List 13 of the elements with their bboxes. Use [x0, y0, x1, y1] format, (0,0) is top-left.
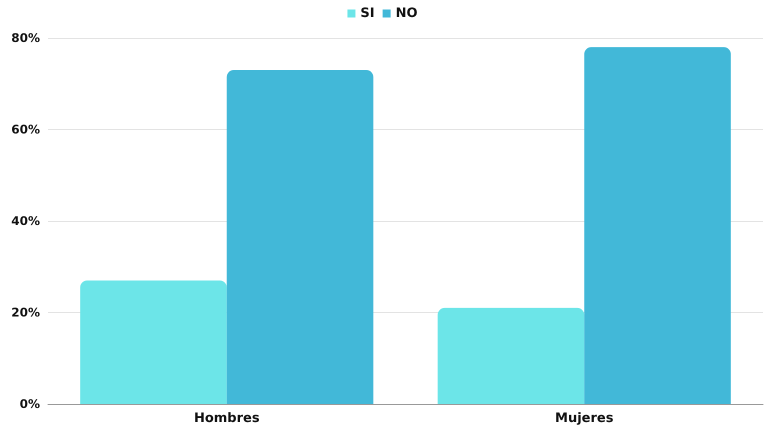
x-tick-label: Hombres — [194, 411, 260, 426]
y-tick-label: 20% — [11, 306, 40, 320]
y-tick-label: 40% — [11, 214, 40, 228]
bar — [438, 308, 584, 404]
legend-label: SI — [360, 6, 375, 21]
legend-label: NO — [396, 6, 418, 21]
bar — [584, 47, 731, 404]
y-tick-label: 80% — [11, 31, 40, 45]
bar — [80, 280, 227, 404]
bar — [226, 70, 374, 404]
y-tick-label: 60% — [11, 122, 40, 136]
y-tick-label: 0% — [20, 397, 40, 411]
x-tick-label: Mujeres — [555, 411, 614, 426]
